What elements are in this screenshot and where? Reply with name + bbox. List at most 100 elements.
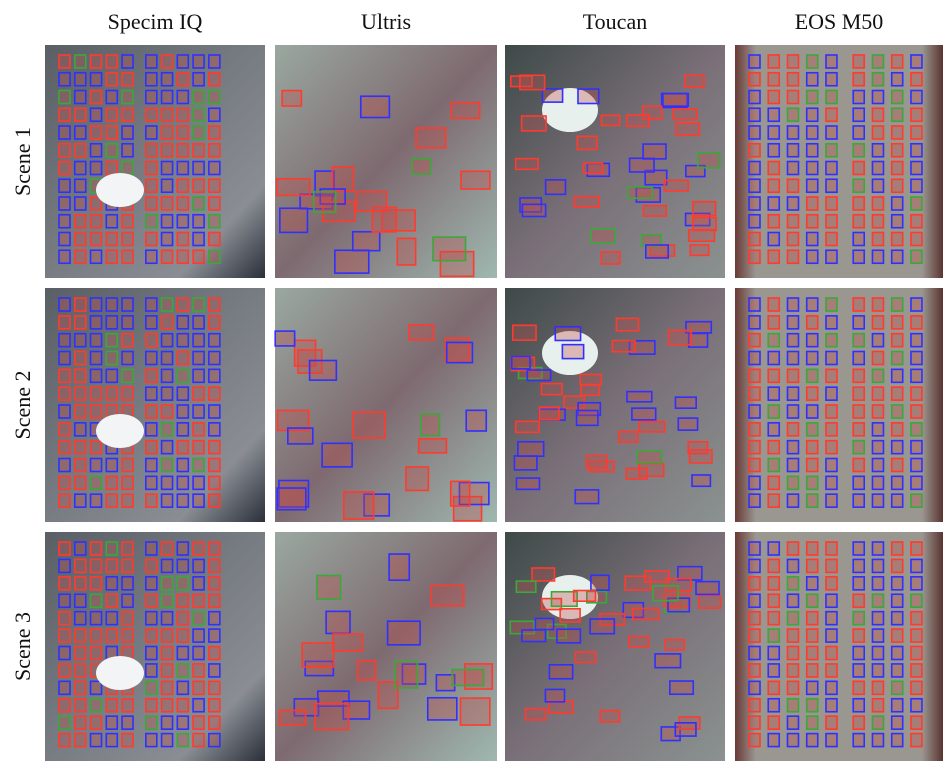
detection-box <box>59 316 70 329</box>
detection-box <box>892 162 903 175</box>
detection-box <box>358 661 376 681</box>
detection-box <box>560 609 580 622</box>
detection-box <box>146 316 157 329</box>
detection-box <box>577 136 597 149</box>
detection-box <box>872 476 883 489</box>
detection-box <box>322 443 352 467</box>
detection-box <box>826 647 837 660</box>
detection-box <box>807 612 818 625</box>
detection-box <box>872 594 883 607</box>
detection-box <box>146 629 157 642</box>
detection-box <box>826 369 837 382</box>
detection-box <box>59 664 70 677</box>
detection-box <box>59 494 70 507</box>
detection-box <box>749 233 760 246</box>
detection-box <box>209 542 220 555</box>
detection-box <box>516 581 535 592</box>
detection-box <box>59 179 70 192</box>
detection-box <box>911 476 922 489</box>
detection-box <box>91 476 102 489</box>
detection-box <box>787 316 798 329</box>
detection-box <box>749 441 760 454</box>
detection-box <box>826 612 837 625</box>
detection-box <box>575 490 598 504</box>
detection-box <box>768 250 779 263</box>
detection-box <box>749 369 760 382</box>
detection-box <box>177 734 188 747</box>
detection-box <box>162 73 173 86</box>
detection-box <box>75 629 86 642</box>
detection-box <box>749 542 760 555</box>
detection-box <box>768 108 779 121</box>
detection-box <box>193 734 204 747</box>
detection-box <box>527 370 550 380</box>
detection-box <box>106 55 117 68</box>
detection-box <box>749 612 760 625</box>
detection-box <box>807 699 818 712</box>
detection-box <box>892 233 903 246</box>
detection-box <box>146 681 157 694</box>
detection-box <box>193 233 204 246</box>
detection-box <box>59 387 70 400</box>
detection-box <box>768 298 779 311</box>
detection-box <box>59 459 70 472</box>
detection-box <box>162 233 173 246</box>
detection-box <box>177 126 188 139</box>
row-label: Scene 2 <box>10 370 35 439</box>
detection-box <box>75 441 86 454</box>
detection-box <box>807 162 818 175</box>
detection-box <box>911 405 922 418</box>
detection-box <box>807 494 818 507</box>
detection-box <box>106 298 117 311</box>
detection-box <box>892 250 903 263</box>
detection-box <box>853 699 864 712</box>
detection-box <box>146 298 157 311</box>
detection-box <box>853 162 864 175</box>
detection-box <box>768 542 779 555</box>
detection-box <box>209 405 220 418</box>
detection-box <box>59 197 70 210</box>
detection-box <box>59 734 70 747</box>
detection-box <box>193 162 204 175</box>
detection-box <box>892 387 903 400</box>
detection-box <box>911 559 922 572</box>
detection-box <box>749 352 760 365</box>
detection-box <box>451 103 479 119</box>
detection-box <box>749 405 760 418</box>
detection-box <box>91 233 102 246</box>
detection-box <box>826 459 837 472</box>
detection-box <box>209 716 220 729</box>
detection-box <box>892 55 903 68</box>
detection-box <box>177 647 188 660</box>
detection-box <box>146 612 157 625</box>
detection-box <box>872 612 883 625</box>
detection-box <box>555 327 580 341</box>
detection-box <box>193 559 204 572</box>
detection-box <box>209 162 220 175</box>
detection-box <box>807 144 818 157</box>
detection-box <box>853 494 864 507</box>
detection-box <box>807 716 818 729</box>
detection-box <box>193 716 204 729</box>
detection-box <box>807 334 818 347</box>
detection-box <box>853 542 864 555</box>
detection-box <box>106 734 117 747</box>
detection-box <box>768 699 779 712</box>
detection-box <box>162 423 173 436</box>
detection-box <box>872 681 883 694</box>
detection-box <box>122 716 133 729</box>
detection-box <box>826 179 837 192</box>
detection-box <box>698 153 720 168</box>
image-panel <box>735 288 943 522</box>
detection-box <box>768 647 779 660</box>
detection-box <box>826 126 837 139</box>
image-panel <box>275 45 497 278</box>
detection-box <box>690 245 708 255</box>
detection-box <box>768 716 779 729</box>
detection-box <box>162 162 173 175</box>
detection-box <box>59 577 70 590</box>
detection-box <box>209 664 220 677</box>
detection-box <box>787 494 798 507</box>
detection-box <box>146 423 157 436</box>
detection-box <box>892 179 903 192</box>
